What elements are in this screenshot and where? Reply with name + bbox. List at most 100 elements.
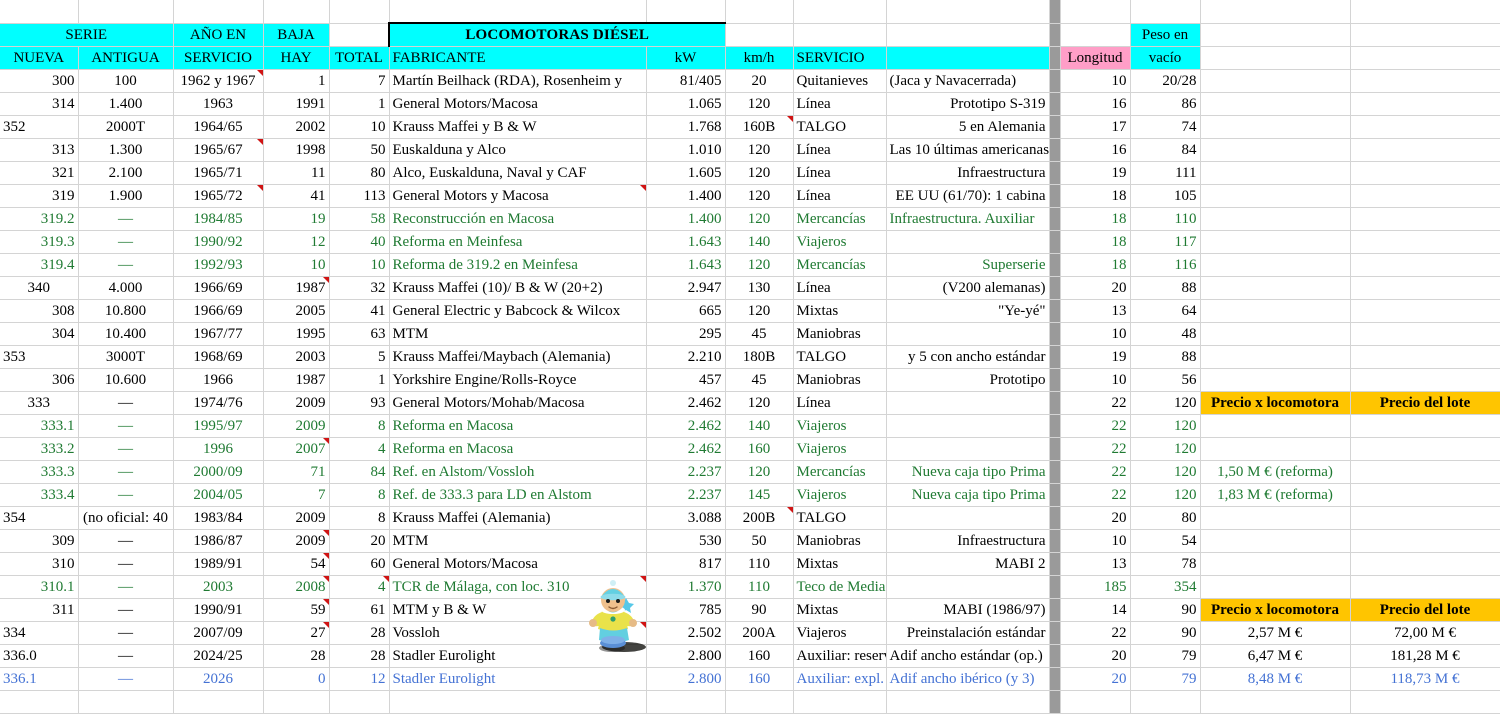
cell-longitud[interactable]: 20: [1060, 276, 1131, 300]
cell-precio-locomotora[interactable]: [1200, 207, 1351, 231]
cell-total[interactable]: 5: [329, 345, 390, 369]
cell-ano-servicio[interactable]: 1966: [173, 368, 264, 392]
cell-precio-locomotora[interactable]: [1200, 184, 1351, 208]
cell-longitud[interactable]: 22: [1060, 483, 1131, 507]
cell-servicio-nota[interactable]: Preinstalación estándar: [886, 621, 1050, 645]
cell-kw[interactable]: 2.237: [646, 460, 726, 484]
cell-servicio-nota[interactable]: [886, 506, 1050, 530]
cell-kw[interactable]: 2.800: [646, 644, 726, 668]
cell-serie-antigua[interactable]: —: [78, 598, 174, 622]
cell-serie-antigua[interactable]: —: [78, 253, 174, 277]
cell-servicio[interactable]: Viajeros: [793, 483, 887, 507]
cell-serie-nueva[interactable]: 304: [0, 322, 79, 346]
cell-serie-antigua[interactable]: 10.600: [78, 368, 174, 392]
cell-baja-hay[interactable]: 7: [263, 483, 330, 507]
cell-precio-locomotora[interactable]: [1200, 92, 1351, 116]
cell-precio-locomotora[interactable]: [1200, 69, 1351, 93]
cell-baja-hay[interactable]: 1: [263, 69, 330, 93]
cell-peso-vacio[interactable]: 64: [1130, 299, 1201, 323]
cell-precio-lote[interactable]: [1350, 115, 1500, 139]
cell-precio-lote[interactable]: [1350, 184, 1500, 208]
cell-kw[interactable]: 81/405: [646, 69, 726, 93]
cell-serie-nueva[interactable]: 311: [0, 598, 79, 622]
cell-servicio-nota[interactable]: [886, 230, 1050, 254]
cell-serie-nueva[interactable]: 314: [0, 92, 79, 116]
cell-fabricante[interactable]: Stadler Eurolight: [389, 667, 647, 691]
cell-kw[interactable]: 530: [646, 529, 726, 553]
cell-ano-servicio[interactable]: 1965/67: [173, 138, 264, 162]
cell-baja-hay[interactable]: 71: [263, 460, 330, 484]
cell-servicio-nota[interactable]: Infraestructura: [886, 161, 1050, 185]
cell-kmh[interactable]: 160B: [725, 115, 794, 139]
cell-precio-lote[interactable]: [1350, 575, 1500, 599]
cell-precio-locomotora[interactable]: [1200, 276, 1351, 300]
cell-servicio[interactable]: Línea: [793, 276, 887, 300]
cell-servicio[interactable]: TALGO: [793, 115, 887, 139]
cell-serie-antigua[interactable]: —: [78, 414, 174, 438]
cell-fabricante[interactable]: Reconstrucción en Macosa: [389, 207, 647, 231]
cell-ano-servicio[interactable]: 1965/71: [173, 161, 264, 185]
cell-longitud[interactable]: 17: [1060, 115, 1131, 139]
cell-precio-locomotora[interactable]: [1200, 414, 1351, 438]
cell-baja-hay[interactable]: 2009: [263, 414, 330, 438]
cell-kw[interactable]: 3.088: [646, 506, 726, 530]
cell-serie-nueva[interactable]: 321: [0, 161, 79, 185]
cell-serie-nueva[interactable]: 319.4: [0, 253, 79, 277]
cell-baja-hay[interactable]: 1995: [263, 322, 330, 346]
cell-fabricante[interactable]: MTM y B & W: [389, 598, 647, 622]
cell-servicio[interactable]: Auxiliar: expl.: [793, 667, 887, 691]
cell-precio-locomotora[interactable]: 8,48 M €: [1200, 667, 1351, 691]
cell-total[interactable]: 41: [329, 299, 390, 323]
cell-fabricante[interactable]: Euskalduna y Alco: [389, 138, 647, 162]
cell-longitud[interactable]: 16: [1060, 138, 1131, 162]
cell-precio-locomotora[interactable]: [1200, 552, 1351, 576]
cell-fabricante[interactable]: General Motors/Macosa: [389, 92, 647, 116]
cell-servicio[interactable]: Línea: [793, 138, 887, 162]
cell-servicio[interactable]: Línea: [793, 184, 887, 208]
cell-peso-vacio[interactable]: 90: [1130, 621, 1201, 645]
cell-peso-vacio[interactable]: 78: [1130, 552, 1201, 576]
cell-peso-vacio[interactable]: 74: [1130, 115, 1201, 139]
cell-peso-vacio[interactable]: 110: [1130, 207, 1201, 231]
cell-fabricante[interactable]: TCR de Málaga, con loc. 310: [389, 575, 647, 599]
cell-fabricante[interactable]: Krauss Maffei (10)/ B & W (20+2): [389, 276, 647, 300]
cell-kw[interactable]: 1.370: [646, 575, 726, 599]
cell-serie-antigua[interactable]: 10.400: [78, 322, 174, 346]
cell-servicio[interactable]: Línea: [793, 92, 887, 116]
cell-ano-servicio[interactable]: 1964/65: [173, 115, 264, 139]
cell-precio-lote[interactable]: [1350, 230, 1500, 254]
cell-serie-nueva[interactable]: 333.3: [0, 460, 79, 484]
cell-longitud[interactable]: 19: [1060, 345, 1131, 369]
cell-precio-lote[interactable]: 72,00 M €: [1350, 621, 1500, 645]
cell-kmh[interactable]: 45: [725, 368, 794, 392]
cell-peso-vacio[interactable]: 354: [1130, 575, 1201, 599]
cell-precio-lote[interactable]: [1350, 92, 1500, 116]
cell-baja-hay[interactable]: 10: [263, 253, 330, 277]
cell-servicio-nota[interactable]: [886, 322, 1050, 346]
cell-servicio-nota[interactable]: [886, 575, 1050, 599]
cell-longitud[interactable]: 18: [1060, 207, 1131, 231]
cell-fabricante[interactable]: Yorkshire Engine/Rolls-Royce: [389, 368, 647, 392]
cell-serie-nueva[interactable]: 309: [0, 529, 79, 553]
cell-precio-lote[interactable]: [1350, 69, 1500, 93]
cell-fabricante[interactable]: Martín Beilhack (RDA), Rosenheim y: [389, 69, 647, 93]
cell-kw[interactable]: 817: [646, 552, 726, 576]
cell-total[interactable]: 8: [329, 483, 390, 507]
cell-total[interactable]: 10: [329, 253, 390, 277]
cell-kw[interactable]: 2.800: [646, 667, 726, 691]
cell-longitud[interactable]: 22: [1060, 460, 1131, 484]
cell-precio-lote[interactable]: [1350, 529, 1500, 553]
cell-ano-servicio[interactable]: 2024/25: [173, 644, 264, 668]
cell-precio-locomotora[interactable]: 2,57 M €: [1200, 621, 1351, 645]
cell-servicio[interactable]: Quitanieves: [793, 69, 887, 93]
cell-ano-servicio[interactable]: 1962 y 1967: [173, 69, 264, 93]
cell-servicio[interactable]: Mixtas: [793, 598, 887, 622]
cell-longitud[interactable]: 18: [1060, 230, 1131, 254]
cell-kw[interactable]: 2.210: [646, 345, 726, 369]
cell-baja-hay[interactable]: 1991: [263, 92, 330, 116]
cell-precio-lote[interactable]: 181,28 M €: [1350, 644, 1500, 668]
cell-longitud[interactable]: 20: [1060, 506, 1131, 530]
cell-ano-servicio[interactable]: 1996: [173, 437, 264, 461]
cell-serie-antigua[interactable]: 100: [78, 69, 174, 93]
cell-total[interactable]: 50: [329, 138, 390, 162]
